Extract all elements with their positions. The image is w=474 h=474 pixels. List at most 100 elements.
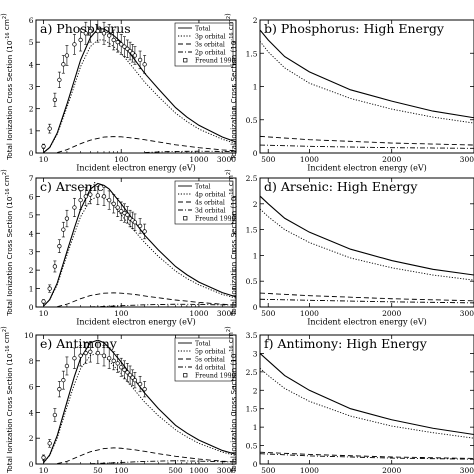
x-tick-label: 1000 <box>189 309 208 318</box>
y-tick-label: 3 <box>29 248 34 257</box>
data-point <box>111 201 116 206</box>
y-axis-label-part: Total Ionization Cross Section (10 <box>5 196 14 317</box>
data-point <box>72 42 77 47</box>
x-tick-label: 100 <box>114 466 129 474</box>
y-axis-label-part: ) <box>223 13 232 16</box>
series-line <box>260 195 474 276</box>
legend-label: 2p orbital <box>195 50 226 57</box>
y-tick-label: 2.5 <box>246 174 258 183</box>
x-tick-label: 300 <box>460 466 474 474</box>
legend-label: 4d orbital <box>195 365 226 372</box>
y-tick-label: 2 <box>29 105 34 114</box>
y-tick-label: 2 <box>29 266 34 275</box>
plot-frame <box>35 334 237 465</box>
panel-title: c) Arsenic <box>40 179 104 194</box>
data-point <box>137 57 143 63</box>
y-axis-label: Total Ionization Cross Section (10-16 cm… <box>0 169 14 317</box>
y-tick-label: 4 <box>29 408 34 417</box>
y-axis-label-part: Total Ionization Cross Section (10 <box>5 40 14 161</box>
x-tick-label: 300 <box>460 309 474 318</box>
data-point <box>47 441 52 446</box>
data-point <box>52 97 58 102</box>
data-point <box>107 33 112 38</box>
data-point <box>88 28 93 34</box>
y-tick-label: 1 <box>253 423 258 432</box>
y-axis-label-part: ) <box>223 326 232 329</box>
series-line <box>43 182 236 307</box>
y-tick-label: 2 <box>29 434 34 443</box>
y-tick-label: 1 <box>253 251 258 260</box>
x-tick-label: 500 <box>168 466 183 474</box>
panel-e: 0246810105010050010003000Incident electr… <box>0 326 237 474</box>
y-axis-label-part: cm <box>2 19 11 32</box>
data-point <box>72 356 77 361</box>
data-point <box>119 209 124 214</box>
data-point <box>61 227 66 232</box>
y-axis-label-part: cm <box>2 332 11 345</box>
y-axis-label-superscript: -16 <box>5 345 11 353</box>
data-point <box>122 210 127 216</box>
data-point <box>57 244 62 249</box>
x-tick-label: 3000 <box>217 309 236 318</box>
data-point <box>115 361 120 366</box>
y-axis-label-part: cm <box>226 175 235 188</box>
legend-label: Total <box>195 26 211 33</box>
y-axis-label-part: cm <box>2 175 11 188</box>
y-axis-label: Total Ionization Cross Section (10-16 cm… <box>0 326 14 474</box>
data-point <box>125 46 130 51</box>
series-line <box>144 150 236 153</box>
series-line <box>43 352 236 464</box>
y-tick-label: 1.5 <box>246 226 258 235</box>
series-line <box>260 208 474 281</box>
legend-marker <box>183 58 188 63</box>
data-point <box>132 53 138 58</box>
series-line <box>260 451 474 459</box>
y-tick-label: 3.5 <box>246 331 258 340</box>
panel-title: d) Arsenic: High Energy <box>264 179 418 194</box>
x-tick-label: 2000 <box>382 466 401 474</box>
x-tick-label: 500 <box>261 155 276 164</box>
legend-label: Total <box>195 184 211 191</box>
data-point <box>78 353 83 358</box>
data-point <box>119 365 124 370</box>
x-axis-label: Incident electron energy (eV) <box>307 164 427 173</box>
y-tick-label: 0 <box>29 303 34 312</box>
legend-label: Freund 1990 <box>195 373 236 380</box>
plot-frame <box>35 177 237 308</box>
x-tick-label: 100 <box>114 309 129 318</box>
x-tick-label: 100 <box>114 155 129 164</box>
y-tick-label: 0 <box>29 149 34 158</box>
x-tick-label: 1000 <box>189 155 208 164</box>
y-tick-label: 2 <box>253 16 258 25</box>
y-axis-label-superscript: -16 <box>229 188 235 196</box>
panel-title: a) Phosphorus <box>40 21 131 36</box>
y-axis-label: Total Ionization Cross Section (10-16 cm… <box>223 326 238 474</box>
x-tick-label: 3000 <box>217 466 236 474</box>
x-tick-label: 3000 <box>217 155 236 164</box>
y-axis-label-superscript: 2 <box>226 172 232 175</box>
y-tick-label: 6 <box>29 192 34 201</box>
data-point <box>57 387 62 392</box>
y-tick-label: 3 <box>253 349 258 358</box>
y-tick-label: 10 <box>24 331 34 340</box>
series-line <box>43 339 236 464</box>
series-group <box>260 195 474 304</box>
y-tick-label: 5 <box>29 38 34 47</box>
legend-label: Freund 1990 <box>195 216 236 223</box>
data-point <box>132 378 138 383</box>
y-tick-label: 2 <box>253 200 258 209</box>
legend-label: Freund 1990 <box>195 58 236 65</box>
data-point <box>64 53 70 58</box>
x-tick-label: 10 <box>39 309 49 318</box>
series-line <box>43 28 236 153</box>
data-point <box>41 144 46 149</box>
x-tick-label: 500 <box>261 466 276 474</box>
y-tick-label: 1.5 <box>246 405 258 414</box>
y-tick-label: 4 <box>29 229 34 238</box>
data-point <box>88 192 93 197</box>
y-axis-label: Total Ionization Cross Section (10-16 cm… <box>223 13 238 161</box>
y-axis-label-superscript: -16 <box>5 32 11 40</box>
